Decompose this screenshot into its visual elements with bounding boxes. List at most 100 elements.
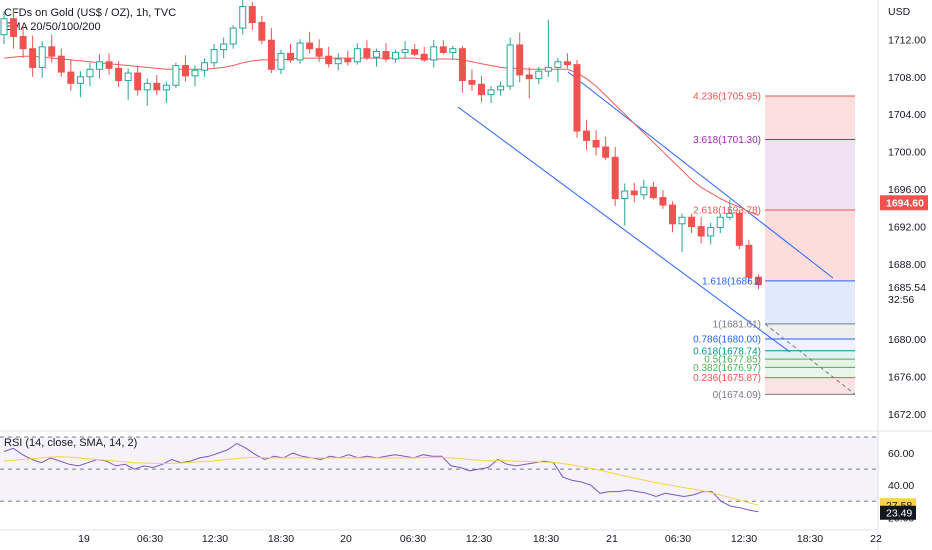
countdown-label: 32:56 <box>888 294 914 306</box>
channel-upper-line[interactable] <box>567 71 834 279</box>
candle-body <box>611 156 619 200</box>
ema-line <box>3 55 759 216</box>
fib-zone <box>765 95 855 140</box>
candle-body <box>277 52 285 70</box>
time-tick-label: 21 <box>606 533 618 545</box>
fib-zone <box>765 350 855 360</box>
price-tick-label: 1708.00 <box>888 72 926 84</box>
time-tick-label: 18:30 <box>268 533 294 545</box>
chart-title: CFDs on Gold (US$ / OZ), 1h, TVC <box>4 7 177 19</box>
candle-body <box>659 197 667 206</box>
candle-body <box>86 68 94 78</box>
price-tick-label: 1704.00 <box>888 109 926 121</box>
candle-body <box>162 84 170 91</box>
candle-body <box>315 48 323 57</box>
candle-body <box>382 51 390 60</box>
candle-body <box>392 51 400 60</box>
rsi-value: 23.49 <box>886 508 912 520</box>
candle-body <box>325 55 333 65</box>
candle-body <box>363 48 371 58</box>
candle-body <box>745 244 753 278</box>
fib-zone <box>765 280 855 324</box>
candle-body <box>649 186 657 199</box>
price-badge <box>880 195 928 211</box>
candle-body <box>583 130 591 141</box>
fib-level-label: 0(1674.09) <box>713 390 761 401</box>
rsi-tick-label: 60.00 <box>888 448 914 460</box>
time-tick-label: 20 <box>340 533 352 545</box>
time-tick-label: 19 <box>78 533 90 545</box>
candle-body <box>172 65 180 86</box>
candle-body <box>296 42 304 61</box>
candle-body <box>754 276 762 286</box>
candle-body <box>439 46 447 53</box>
candle-body <box>640 186 648 196</box>
fib-zone <box>765 367 855 378</box>
fib-zone <box>765 377 855 395</box>
candle-body <box>506 44 514 87</box>
candle-body <box>573 64 581 132</box>
candle-body <box>29 48 37 68</box>
candle-body <box>525 74 533 80</box>
fib-zone <box>765 338 855 351</box>
candle-body <box>124 72 132 82</box>
candle-body <box>210 49 218 64</box>
price-tick-label: 1696.00 <box>888 184 926 196</box>
time-tick-label: 12:30 <box>466 533 492 545</box>
candle-body <box>630 190 638 196</box>
indicator-label: EMA 20/50/100/200 <box>4 21 101 33</box>
time-tick-label: 12:30 <box>731 533 757 545</box>
fib-level-label: 0.618(1678.74) <box>693 346 761 357</box>
fib-zone <box>765 139 855 210</box>
ema-20-line <box>3 55 759 216</box>
candle-body <box>544 66 552 72</box>
price-tick-label: 1680.00 <box>888 334 926 346</box>
fib-level-label: 0.236(1675.87) <box>693 373 761 384</box>
candle-body <box>267 39 275 70</box>
candle-body <box>239 6 247 29</box>
fib-zone <box>765 209 855 281</box>
candle-body <box>57 55 65 73</box>
price-axis: 1712.00 1708.00 1704.00 1700.00 1696.00 1692.… <box>880 6 928 421</box>
rsi-line <box>3 442 759 513</box>
candle-body <box>181 65 189 77</box>
candle-body <box>220 43 228 51</box>
rsi-badge <box>880 505 916 520</box>
candles <box>0 0 762 290</box>
time-tick-label: 06:30 <box>400 533 426 545</box>
channel-lower-line[interactable] <box>457 106 791 353</box>
candle-body <box>716 216 724 229</box>
price-tick-label: 1688.00 <box>888 259 926 271</box>
time-tick-label: 12:30 <box>202 533 228 545</box>
candle-body <box>468 80 476 85</box>
candle-body <box>287 52 294 61</box>
candle-body <box>401 49 409 53</box>
candle-body <box>67 71 75 84</box>
candle-body <box>48 46 56 57</box>
fib-trend-line <box>764 323 856 395</box>
candle-body <box>201 62 209 71</box>
candle-body <box>411 49 419 55</box>
time-tick-label: 18:30 <box>533 533 559 545</box>
fib-level-label: 3.618(1701.30) <box>693 135 761 146</box>
candle-body <box>669 204 676 225</box>
currency-label: USD <box>888 6 911 18</box>
candle-body <box>0 18 8 36</box>
candle-body <box>697 226 705 237</box>
candle-body <box>306 42 314 50</box>
candle-body <box>153 82 161 91</box>
candle-body <box>76 76 84 84</box>
price-tick-label: 1672.00 <box>888 409 926 421</box>
candle-body <box>554 61 562 68</box>
time-tick-label: 18:30 <box>797 533 823 545</box>
rsi-ma-line <box>3 456 759 506</box>
rsi-tick-label: 40.00 <box>888 480 914 492</box>
time-tick-label: 06:30 <box>137 533 163 545</box>
fib-level-label: 0.5(1677.85) <box>704 355 761 366</box>
candle-body <box>38 46 46 68</box>
candle-body <box>688 216 696 228</box>
fib-level-label: 1.618(1686.2 <box>702 276 761 287</box>
candle-body <box>353 48 361 63</box>
